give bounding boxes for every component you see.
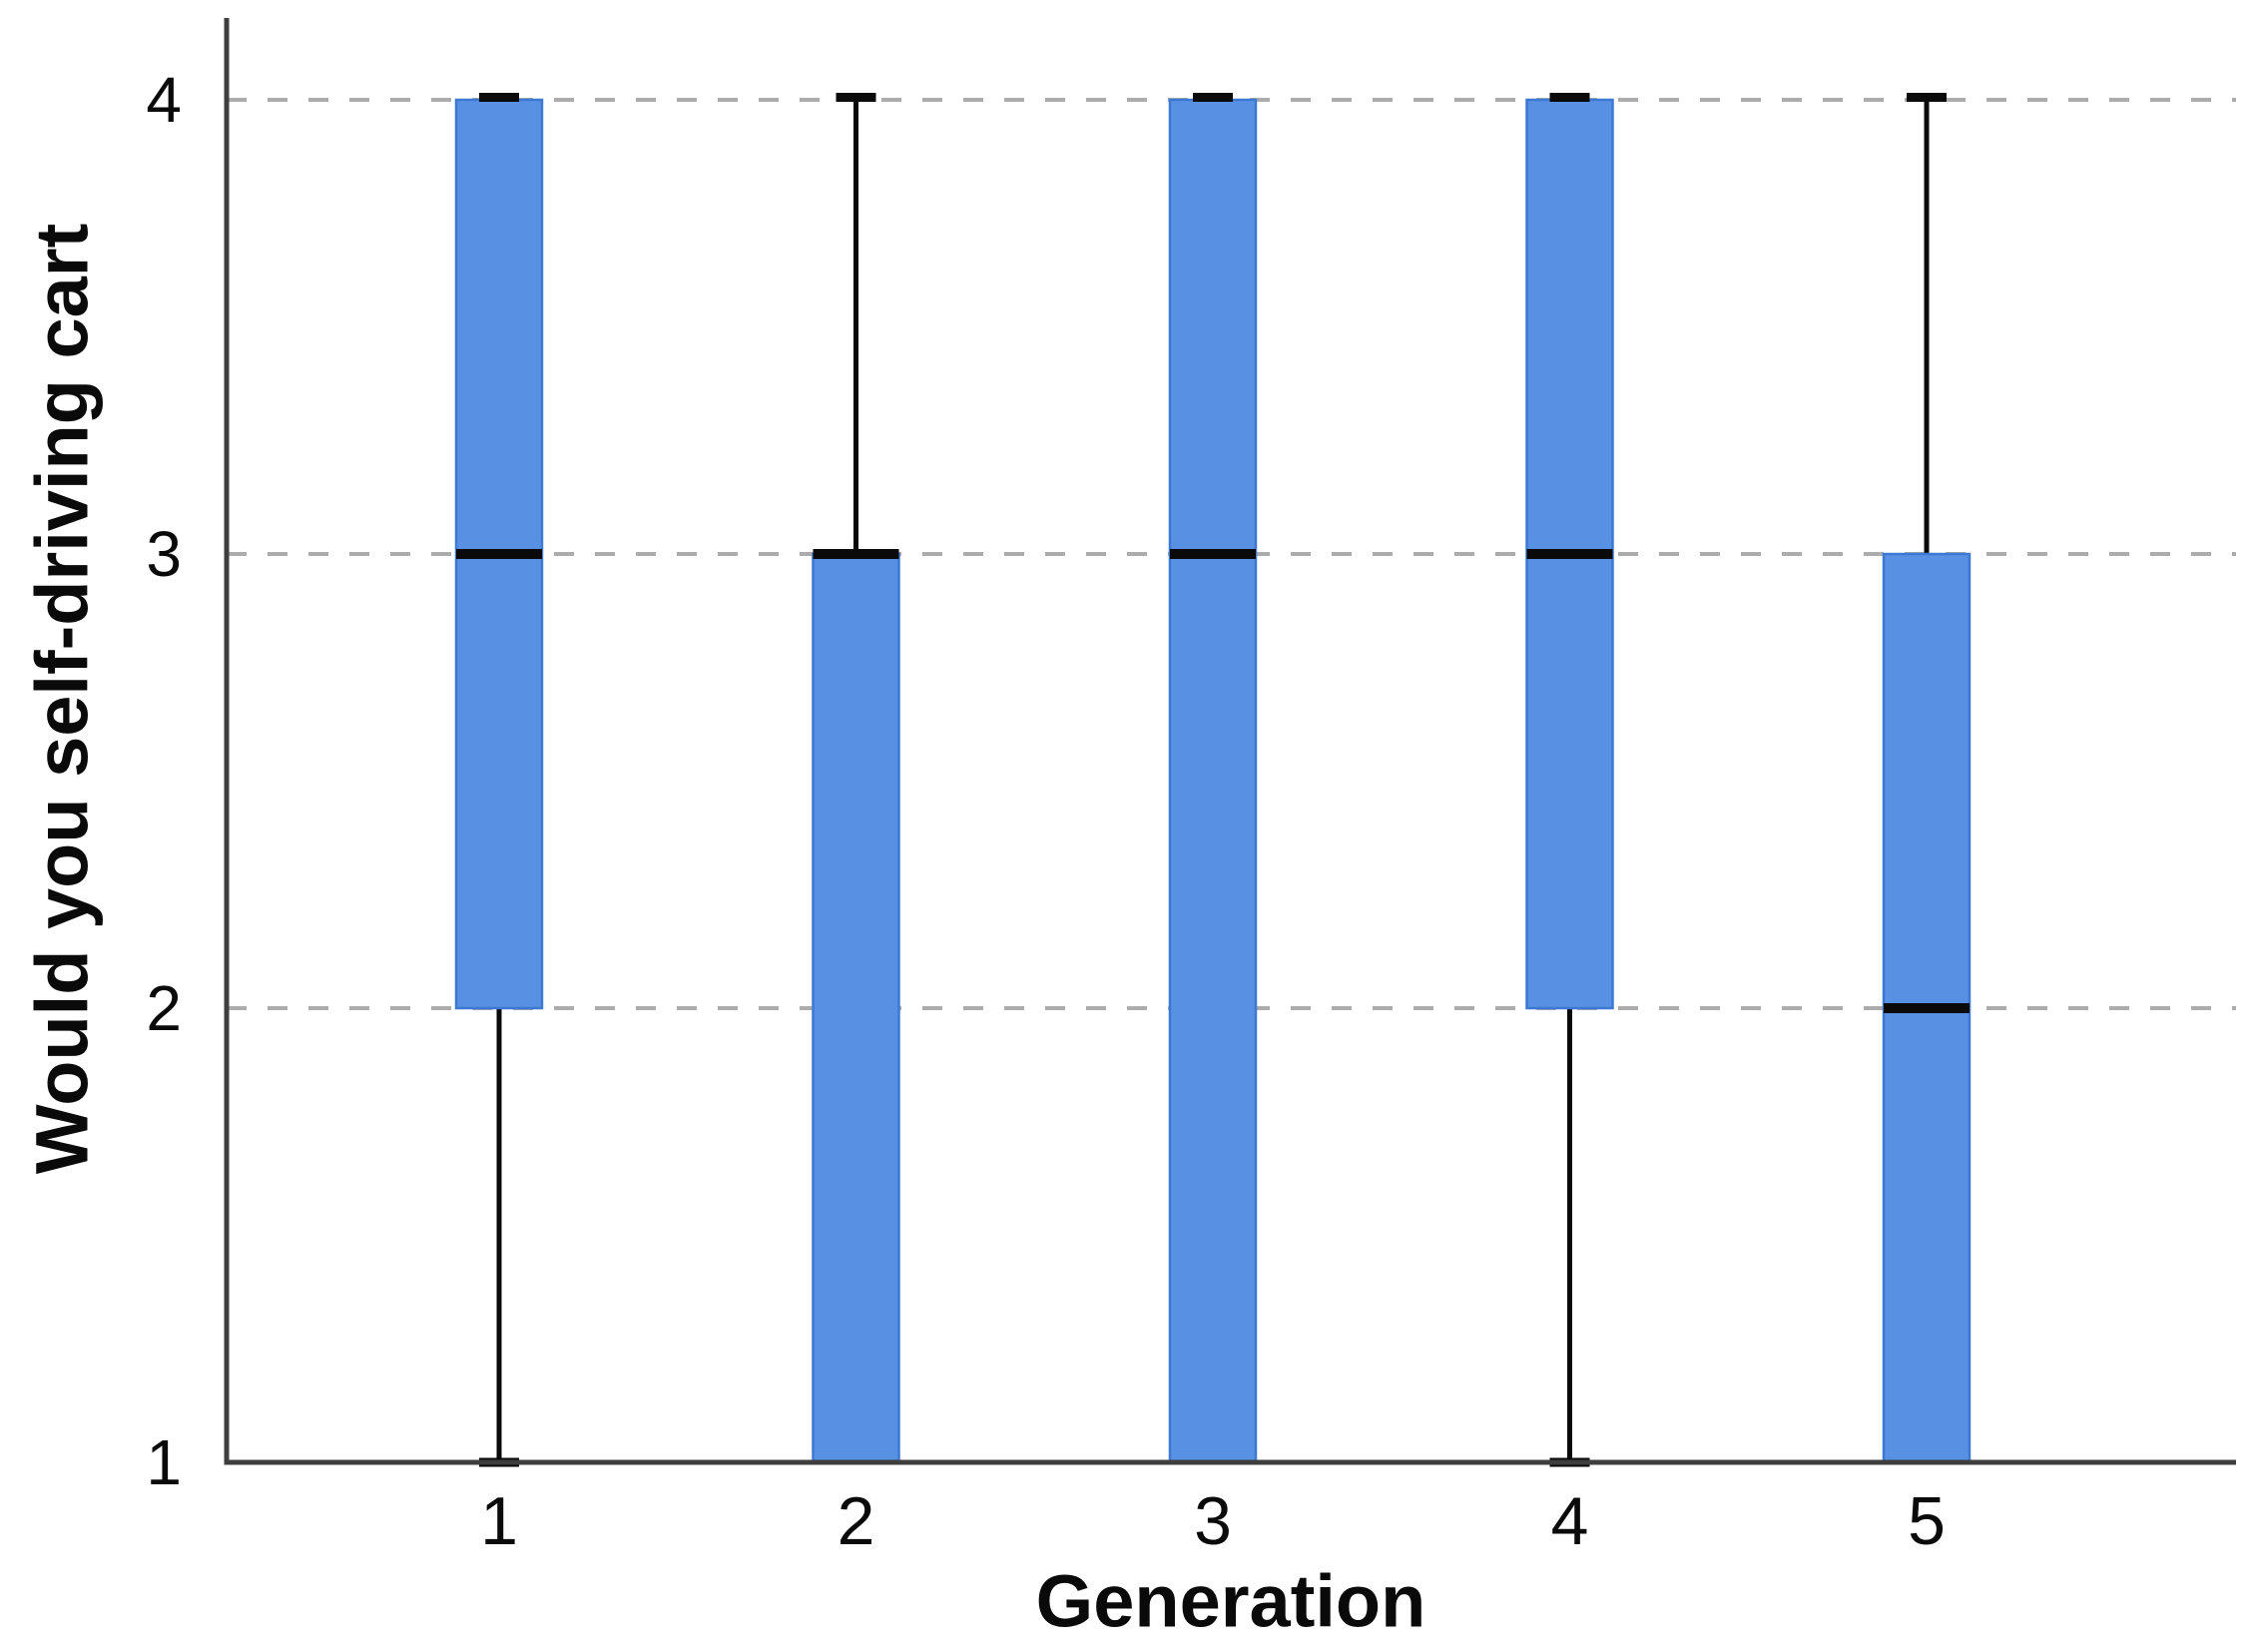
boxplot-generation-1 bbox=[454, 93, 544, 1467]
x-tick-label-4: 4 bbox=[1551, 1483, 1589, 1559]
y-tick-label-4: 4 bbox=[146, 64, 182, 136]
y-tick-label-3: 3 bbox=[146, 518, 182, 590]
boxplot-generation-4 bbox=[1525, 93, 1614, 1467]
x-tick-label-1: 1 bbox=[480, 1483, 518, 1559]
x-axis-title: Generation bbox=[1035, 1559, 1426, 1643]
y-tick-label-2: 2 bbox=[146, 972, 182, 1044]
iqr-box bbox=[812, 552, 900, 1464]
boxplot-generation-3 bbox=[1168, 93, 1258, 1464]
boxplot-generation-2 bbox=[812, 93, 900, 1464]
median-line bbox=[1884, 1003, 1970, 1013]
median-line bbox=[813, 549, 899, 559]
iqr-box bbox=[1168, 98, 1258, 1464]
upper-whisker-cap bbox=[479, 93, 519, 102]
y-axis-title: Would you self-driving cart bbox=[20, 223, 104, 1175]
y-tick-label-1: 1 bbox=[146, 1426, 182, 1498]
x-tick-label-3: 3 bbox=[1194, 1483, 1232, 1559]
upper-whisker-cap bbox=[836, 93, 876, 102]
x-tick-label-2: 2 bbox=[838, 1483, 875, 1559]
upper-whisker-cap bbox=[1549, 93, 1590, 102]
boxplot-generation-5 bbox=[1882, 93, 1972, 1464]
median-line bbox=[1170, 549, 1256, 559]
upper-whisker-cap bbox=[1907, 93, 1947, 102]
median-line bbox=[1526, 549, 1613, 559]
x-tick-label-5: 5 bbox=[1908, 1483, 1946, 1559]
upper-whisker-cap bbox=[1193, 93, 1233, 102]
median-line bbox=[456, 549, 542, 559]
